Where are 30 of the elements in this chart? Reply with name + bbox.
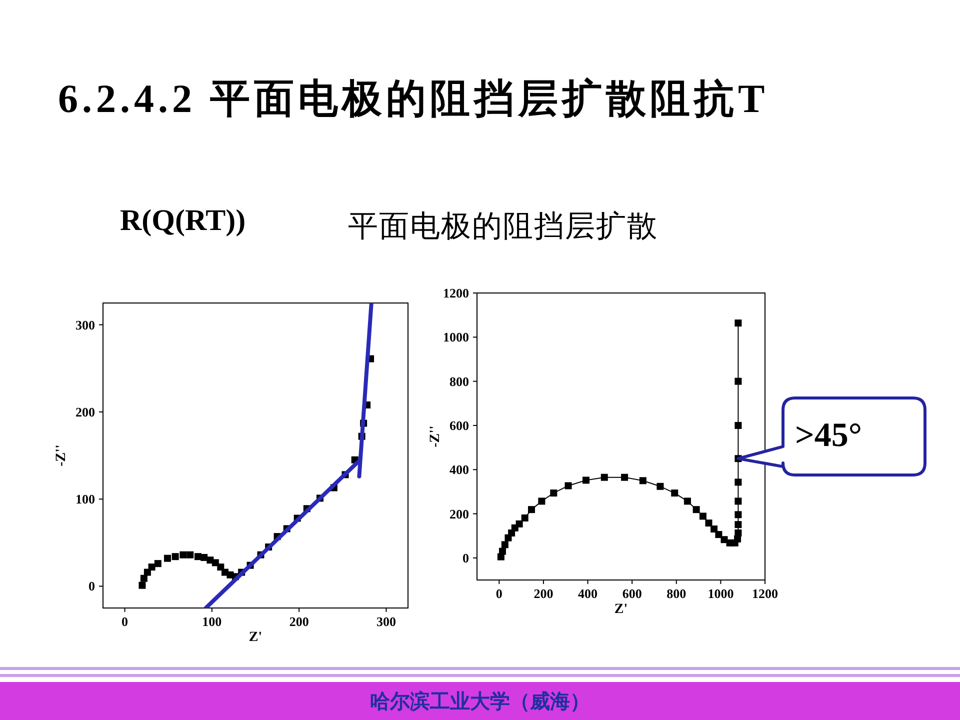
y-tick-label: 300 [76, 317, 95, 332]
y-tick-label: 800 [450, 374, 469, 389]
chart-subtitle: R(Q(RT)) [120, 204, 246, 237]
y-tick-label: 1200 [443, 286, 469, 300]
y-axis-title: -Z'' [428, 426, 443, 448]
x-tick-label: 100 [202, 614, 222, 629]
y-tick-label: 400 [450, 462, 469, 478]
x-axis-title: Z' [248, 630, 262, 645]
y-tick-label: 100 [76, 492, 95, 507]
x-tick-label: 0 [122, 614, 128, 629]
x-tick-label: 400 [578, 586, 598, 601]
x-tick-label: 0 [496, 586, 502, 601]
x-tick-label: 200 [289, 614, 309, 629]
text: 哈尔滨工业大学（威海） [370, 689, 590, 713]
x-tick-label: 200 [534, 586, 554, 601]
x-tick-label: 300 [376, 614, 396, 629]
x-tick-label: 1200 [752, 586, 778, 601]
y-tick-label: 200 [450, 506, 469, 522]
x-axis-title: Z' [614, 602, 628, 617]
x-tick-label: 1000 [708, 586, 734, 601]
y-tick-label: 600 [450, 418, 469, 433]
annotation: >45° [795, 417, 862, 454]
y-tick-label: 0 [462, 550, 469, 566]
chart-title: 6.2.4.2 平面电极的阻挡层扩散阻抗T [58, 76, 769, 121]
y-tick-label: 1000 [443, 330, 469, 345]
x-tick-label: 600 [622, 586, 642, 601]
chart-title: 平面电极的阻挡层扩散 [348, 209, 658, 244]
y-axis-title: -Z'' [54, 444, 69, 466]
x-tick-label: 800 [666, 586, 686, 601]
y-tick-label: 200 [76, 404, 95, 420]
